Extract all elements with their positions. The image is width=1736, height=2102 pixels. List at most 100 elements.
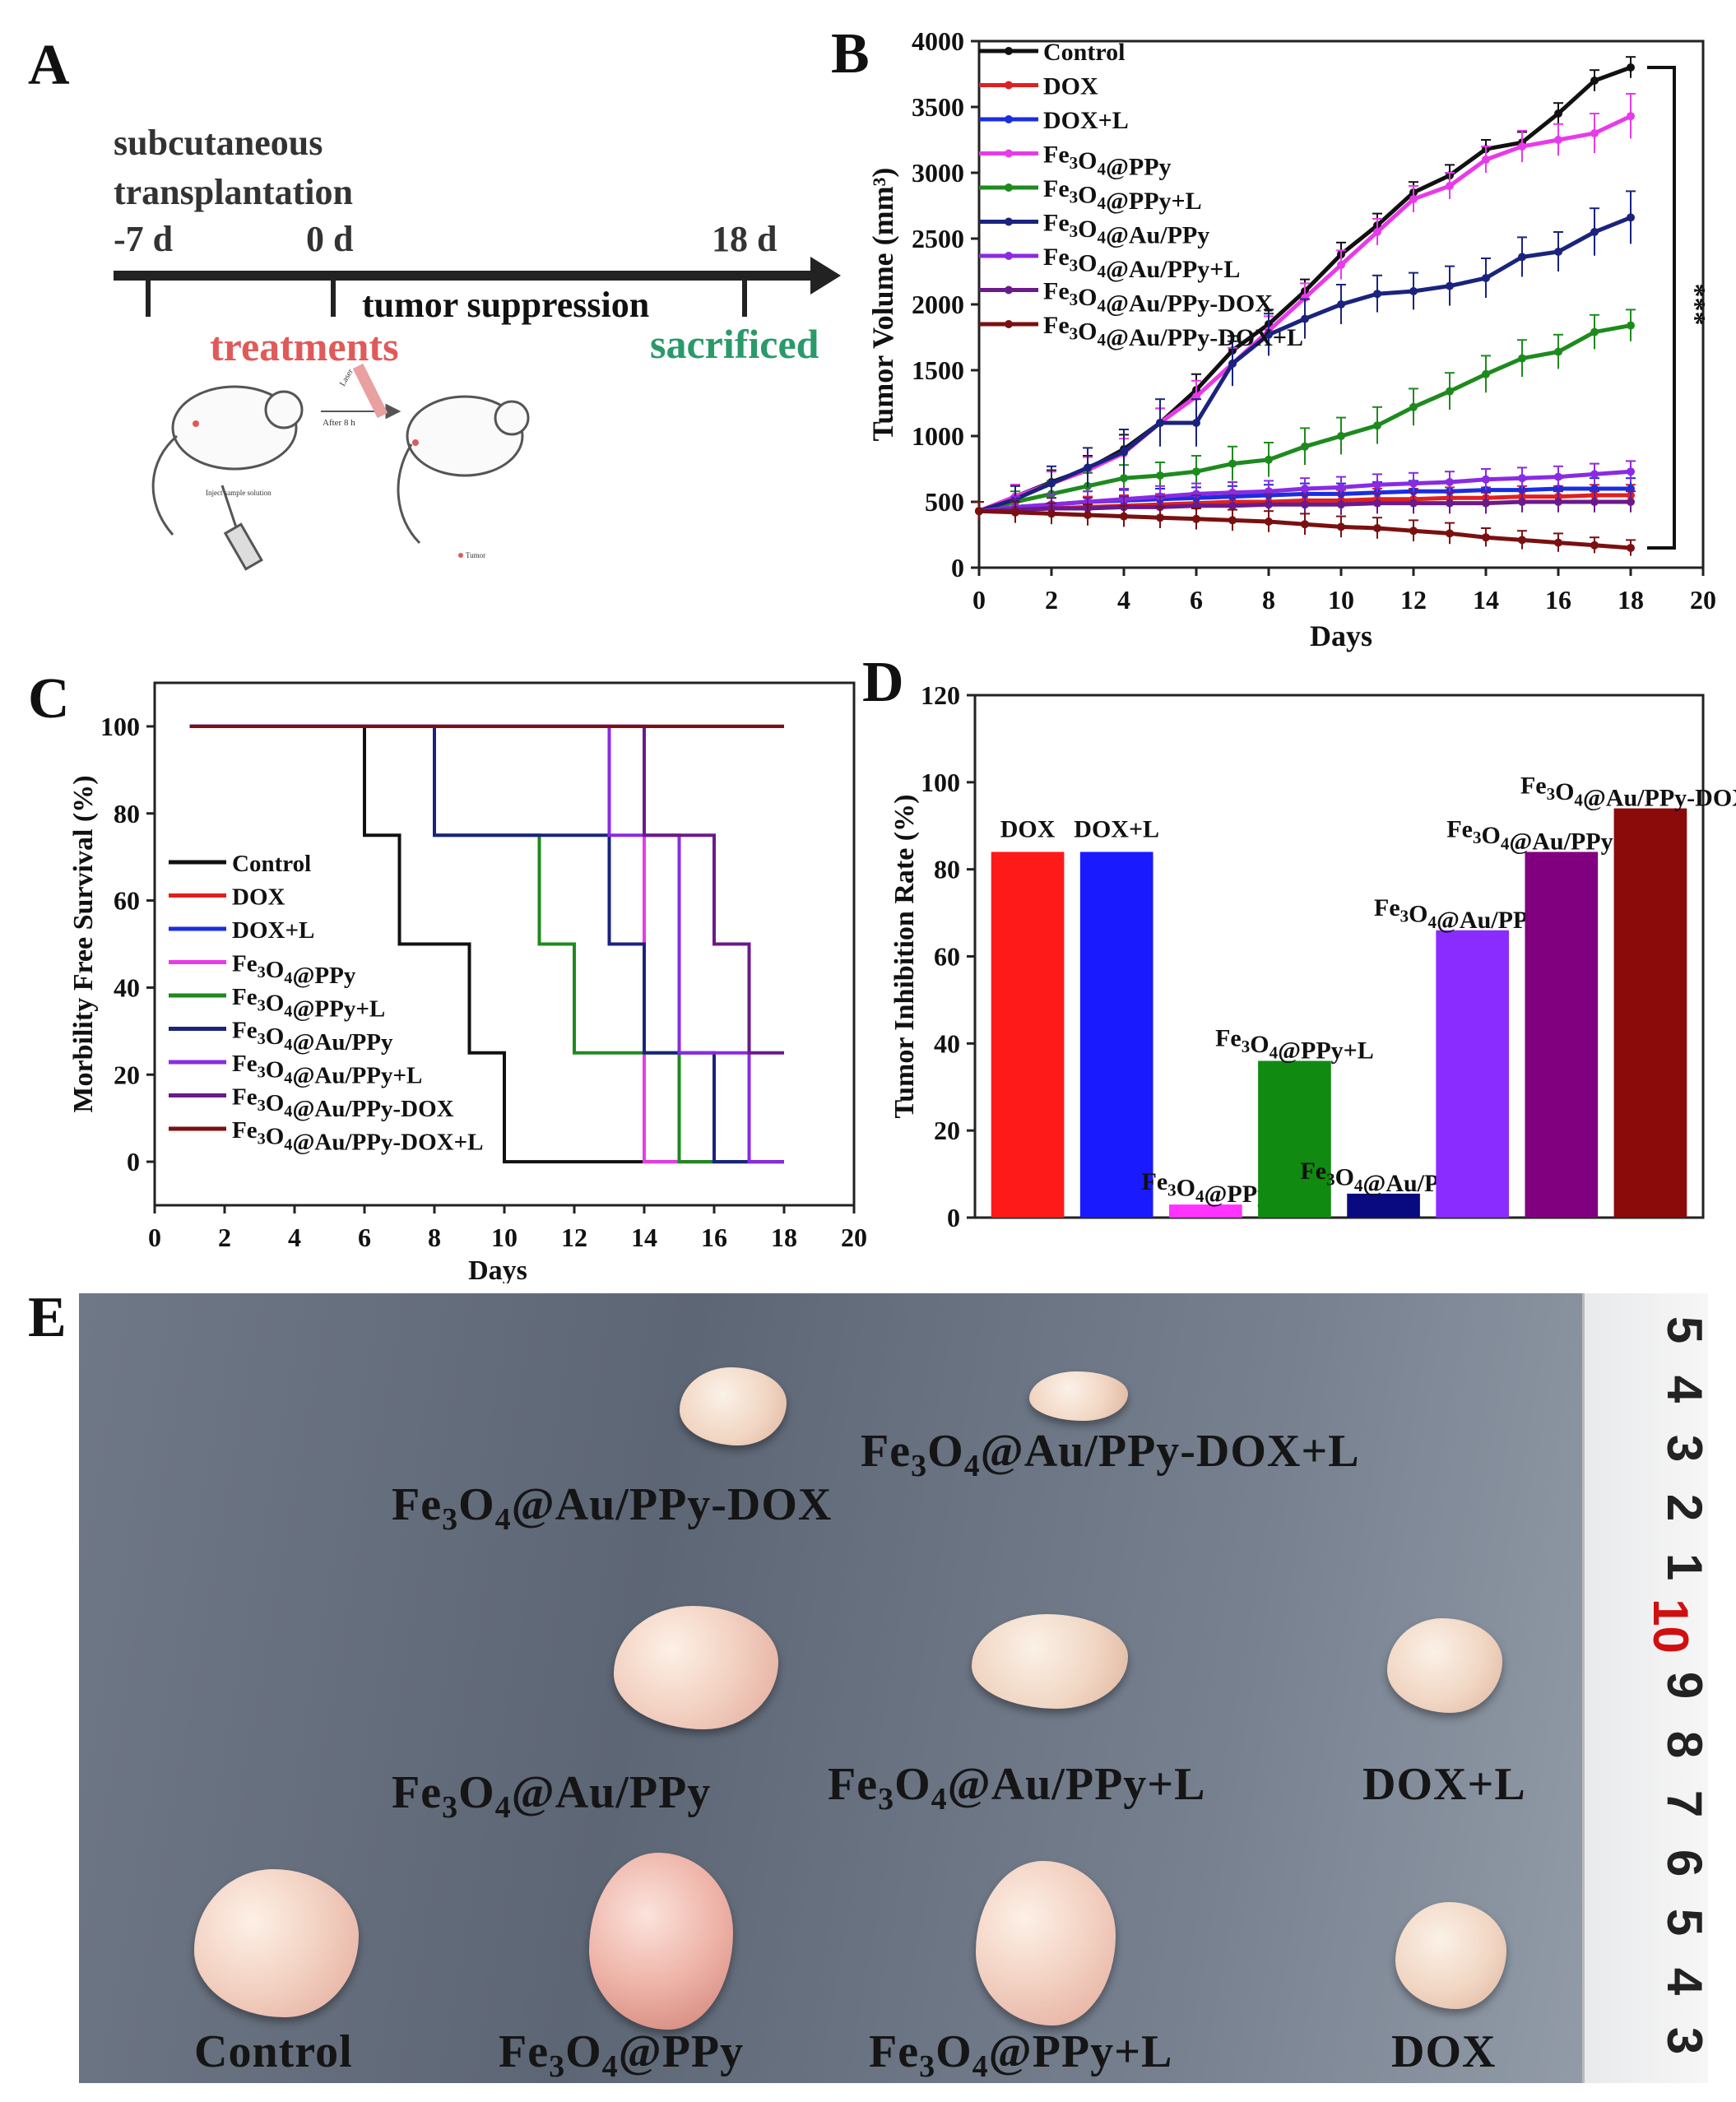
data-point	[1301, 314, 1309, 323]
data-point	[1409, 527, 1418, 536]
bar-0	[991, 851, 1065, 1218]
data-point	[1627, 213, 1635, 222]
data-point	[1156, 513, 1164, 522]
label-fe3o4-au-ppy: Fe3O4@Au/PPy	[392, 1767, 712, 1826]
label-fe3o4-ppy-l: Fe3O4@PPy+L	[869, 2026, 1173, 2083]
panel-e-photo: Fe3O4@Au/PPy-DOX Fe3O4@Au/PPy-DOX+L Fe3O…	[79, 1293, 1708, 2083]
data-point	[1373, 524, 1381, 532]
x-axis-label: Days	[468, 1255, 527, 1283]
bar-label-7: Fe3O4@Au/PPy-DOX+L	[1520, 773, 1736, 812]
data-point	[1482, 369, 1490, 378]
data-point	[1518, 474, 1526, 483]
y-tick-label: 20	[934, 1116, 960, 1145]
ruler-number: 4	[1656, 1375, 1708, 1404]
data-point	[1627, 467, 1635, 476]
x-tick-label: 18	[1618, 585, 1644, 615]
data-point	[1373, 499, 1381, 508]
bar-label-6: Fe3O4@Au/PPy-DOX	[1446, 816, 1676, 856]
y-tick-label: 60	[114, 886, 140, 916]
legend-marker	[1005, 149, 1013, 158]
data-point	[1265, 500, 1273, 509]
phase-label: tumor suppression	[362, 285, 649, 325]
bar-1	[1079, 851, 1153, 1218]
data-point	[1265, 455, 1273, 464]
data-point	[1446, 478, 1454, 486]
x-tick-label: 16	[1545, 585, 1571, 615]
x-tick-label: 0	[972, 585, 986, 615]
x-tick-label: 6	[1190, 585, 1203, 615]
data-point	[1011, 508, 1019, 517]
after-text: After 8 h	[323, 418, 355, 428]
x-tick-label: 14	[631, 1223, 657, 1252]
data-point	[1192, 514, 1200, 523]
data-point	[1373, 421, 1381, 430]
label-dox-l: DOX+L	[1362, 1759, 1526, 1810]
data-point	[1047, 509, 1056, 518]
ruler-number: 4	[1656, 1967, 1708, 1996]
legend-label-6: Fe3O4@Au/PPy+L	[1043, 244, 1240, 283]
ruler-number: 9	[1656, 1671, 1708, 1700]
panel-label-b: B	[831, 22, 870, 86]
ruler-number: 1	[1656, 1552, 1708, 1581]
y-axis-label: Morbility Free Survival (%)	[68, 775, 99, 1112]
y-tick-label: 0	[127, 1147, 140, 1176]
data-point	[1301, 442, 1309, 451]
x-tick-label: 20	[841, 1223, 867, 1252]
data-point	[1337, 300, 1345, 309]
data-point	[1518, 354, 1526, 363]
bar-7	[1613, 808, 1687, 1218]
x-tick-label: 4	[288, 1223, 301, 1252]
bar-2	[1168, 1204, 1242, 1218]
bar-3	[1258, 1060, 1331, 1218]
data-point	[1373, 290, 1381, 299]
data-point	[1409, 402, 1418, 411]
timeline-arrowhead	[810, 257, 841, 295]
data-point	[1554, 109, 1562, 118]
significance-label: ***	[1680, 284, 1710, 326]
tumor-sample-4	[972, 1614, 1128, 1709]
timeline-line-1: subcutaneous	[114, 123, 323, 163]
y-tick-label: 60	[934, 942, 960, 972]
data-point	[1228, 459, 1237, 468]
label-control: Control	[194, 2026, 353, 2077]
legend-label-4: Fe3O4@PPy+L	[232, 984, 385, 1023]
y-tick-label: 100	[921, 768, 960, 797]
series-8	[974, 501, 1636, 556]
legend-marker	[1005, 183, 1013, 192]
data-point	[1337, 432, 1345, 440]
legend-label-2: DOX+L	[1043, 107, 1129, 134]
data-point	[1084, 463, 1092, 472]
legend-marker	[1005, 320, 1013, 328]
bar-label-1: DOX+L	[1074, 816, 1159, 843]
data-point	[1554, 538, 1562, 547]
data-point	[1627, 63, 1635, 72]
data-point	[1446, 182, 1454, 190]
x-tick-label: 10	[491, 1223, 518, 1252]
legend-label-0: Control	[232, 851, 311, 877]
data-point	[1554, 472, 1562, 481]
data-point	[1518, 498, 1526, 506]
y-tick-label: 40	[934, 1028, 960, 1058]
data-point	[1120, 474, 1128, 483]
timeline-tick-18: 18 d	[712, 219, 777, 259]
x-tick-label: 2	[1045, 585, 1058, 615]
ruler-number: 5	[1656, 1315, 1708, 1344]
x-tick-label: 20	[1690, 585, 1716, 615]
legend-label-3: Fe3O4@PPy	[232, 951, 356, 990]
ruler-number: 6	[1656, 1849, 1708, 1877]
panel-label-d: D	[862, 651, 904, 714]
data-point	[1301, 520, 1309, 529]
data-point	[1156, 471, 1164, 480]
data-point	[1265, 517, 1273, 526]
mouse-illustration	[151, 363, 530, 571]
legend-label-4: Fe3O4@PPy+L	[1043, 175, 1202, 215]
data-point	[1373, 480, 1381, 490]
treatments-label: treatments	[210, 323, 399, 369]
data-point	[1482, 475, 1490, 484]
data-point	[1482, 533, 1490, 542]
tumor-sample-8	[976, 1861, 1116, 2025]
bar-label-2: Fe3O4@PPy	[1142, 1168, 1270, 1208]
data-point	[1590, 129, 1599, 137]
label-dox: DOX	[1391, 2026, 1497, 2077]
survival-curve-6	[189, 724, 784, 1164]
